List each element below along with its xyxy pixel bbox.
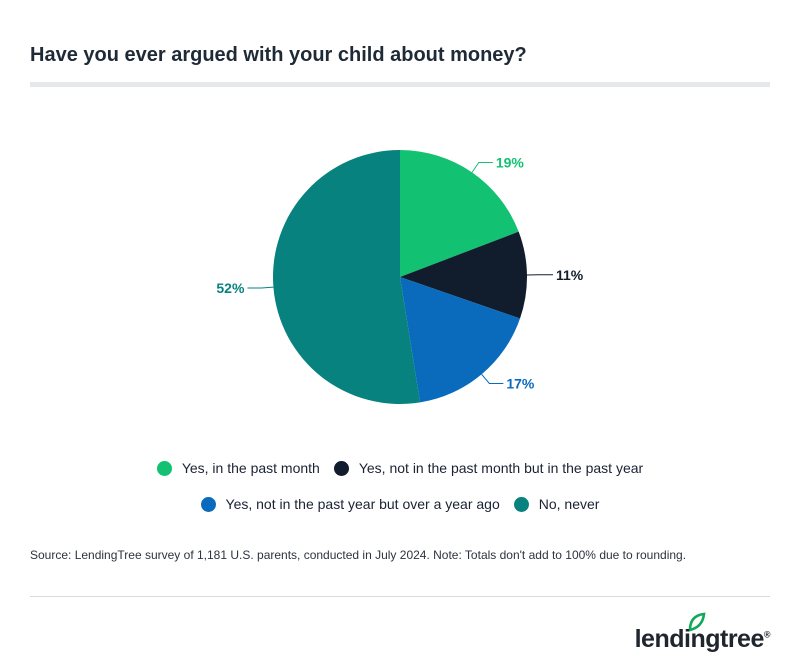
pie-leader-line-0 xyxy=(471,162,493,173)
footer-divider xyxy=(30,596,770,597)
pie-slice-0 xyxy=(400,150,519,277)
legend-item-past-year: Yes, not in the past month but in the pa… xyxy=(333,460,644,476)
title-divider xyxy=(30,82,770,87)
legend-swatch xyxy=(333,460,349,476)
legend-label: No, never xyxy=(538,496,600,512)
legend-swatch xyxy=(156,460,172,476)
pie-labels: 19% 11% 17% 52% xyxy=(216,155,583,392)
legend-swatch xyxy=(200,496,216,512)
legend-item-past-month: Yes, in the past month xyxy=(156,460,320,476)
pie-value-label-2: 17% xyxy=(506,375,535,391)
pie-slices xyxy=(272,150,527,404)
pie-slice-2 xyxy=(400,277,521,403)
legend-label: Yes, in the past month xyxy=(181,460,320,476)
legend-row-2: Yes, not in the past year but over a yea… xyxy=(0,496,800,512)
lendingtree-logo[interactable]: lendingtree® xyxy=(630,612,771,656)
logo-wordmark: lendingtree® xyxy=(634,625,771,653)
pie-slice-1 xyxy=(400,231,527,319)
pie-slice-3 xyxy=(272,150,421,404)
pie-value-label-0: 19% xyxy=(496,155,525,171)
pie-leader-line-2 xyxy=(481,373,504,384)
legend-item-over-year: Yes, not in the past year but over a yea… xyxy=(200,496,500,512)
legend-row-1: Yes, in the past month Yes, not in the p… xyxy=(0,460,800,476)
legend-swatch xyxy=(513,496,529,512)
pie-leader-line-3 xyxy=(247,286,274,289)
pie-chart: 19% 11% 17% 52% xyxy=(216,150,584,404)
legend-item-never: No, never xyxy=(513,496,600,512)
pie-value-label-1: 11% xyxy=(556,267,584,283)
source-note: Source: LendingTree survey of 1,181 U.S.… xyxy=(30,548,687,562)
pie-value-label-3: 52% xyxy=(216,280,245,296)
legend-label: Yes, not in the past month but in the pa… xyxy=(358,460,644,476)
chart-title: Have you ever argued with your child abo… xyxy=(30,44,527,66)
leaf-icon xyxy=(688,612,706,632)
legend-label: Yes, not in the past year but over a yea… xyxy=(225,496,500,512)
